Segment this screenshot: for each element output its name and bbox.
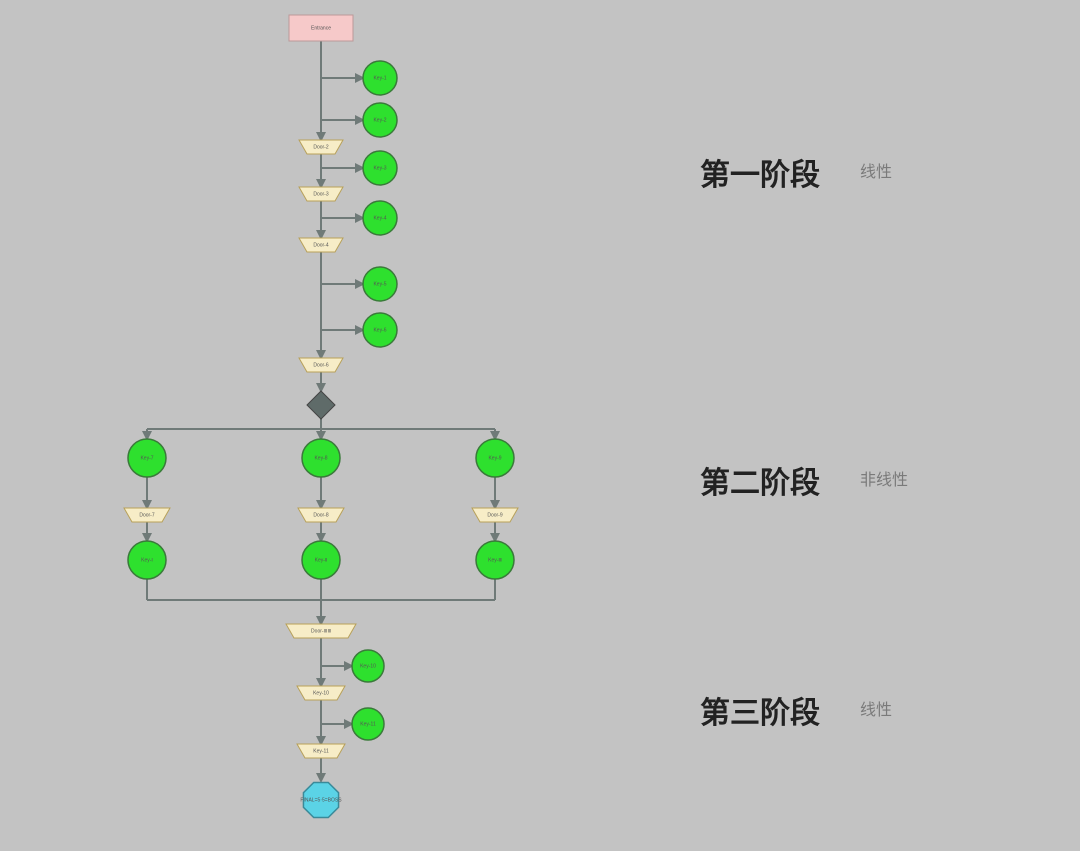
stage-title: 第一阶段 — [700, 150, 820, 194]
flowchart: Entrance Key-1 Key-2 Door-2 Key-3 Door-3 Key-4… — [0, 0, 1080, 851]
decision-node — [307, 391, 335, 419]
svg-text:Key-1: Key-1 — [373, 75, 386, 81]
svg-text:Key-10: Key-10 — [313, 690, 329, 696]
svg-text:Entrance: Entrance — [311, 25, 331, 31]
svg-text:Key-11: Key-11 — [313, 748, 329, 754]
svg-text:Key-Ⅱ: Key-Ⅱ — [315, 557, 328, 563]
svg-text:Key-7: Key-7 — [140, 455, 153, 461]
svg-text:Door-2: Door-2 — [313, 144, 329, 150]
svg-text:Key-9: Key-9 — [488, 455, 501, 461]
svg-text:Door-4: Door-4 — [313, 242, 329, 248]
svg-text:Key-6: Key-6 — [373, 327, 386, 333]
svg-text:Key-4: Key-4 — [373, 215, 386, 221]
svg-text:Key-8: Key-8 — [314, 455, 327, 461]
svg-text:Door-8: Door-8 — [313, 512, 329, 518]
svg-text:Key-11: Key-11 — [360, 721, 376, 727]
svg-text:Key-Ⅲ: Key-Ⅲ — [488, 557, 502, 563]
stage-title: 第二阶段 — [700, 458, 820, 502]
stage-title: 第三阶段 — [700, 688, 820, 732]
svg-text:Key-5: Key-5 — [373, 281, 386, 287]
stage-subtitle: 线性 — [860, 158, 892, 182]
svg-text:Door-9: Door-9 — [487, 512, 503, 518]
svg-text:Door-6: Door-6 — [313, 362, 329, 368]
svg-text:Key-2: Key-2 — [373, 117, 386, 123]
svg-text:FINAL=5·5=BOSS: FINAL=5·5=BOSS — [300, 797, 342, 803]
svg-text:Door-ⅠⅡⅢ: Door-ⅠⅡⅢ — [311, 628, 331, 634]
stage-subtitle: 非线性 — [860, 466, 908, 490]
svg-text:Door-3: Door-3 — [313, 191, 329, 197]
svg-text:Key-3: Key-3 — [373, 165, 386, 171]
svg-text:Key-10: Key-10 — [360, 663, 376, 669]
stage-subtitle: 线性 — [860, 696, 892, 720]
svg-text:Door-7: Door-7 — [139, 512, 155, 518]
svg-text:Key-Ⅰ: Key-Ⅰ — [141, 557, 153, 563]
